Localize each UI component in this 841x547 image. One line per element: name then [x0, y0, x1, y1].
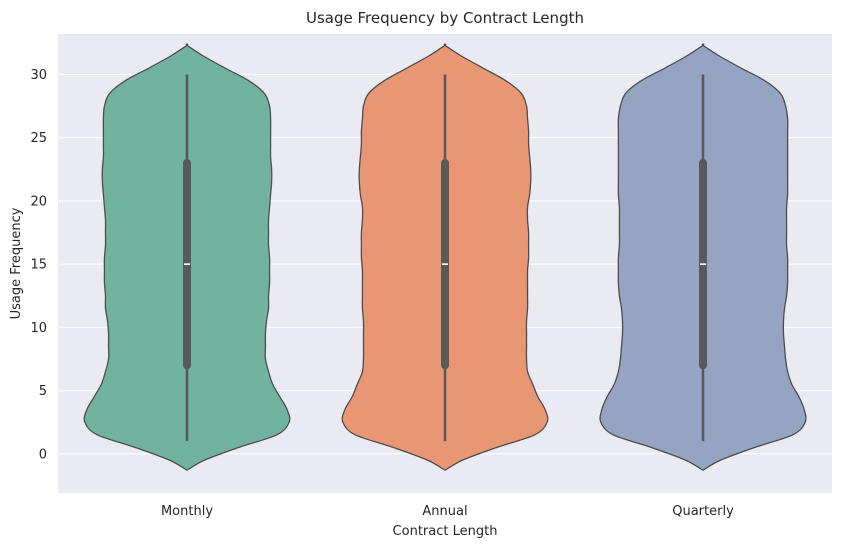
y-tick-label: 5	[39, 384, 47, 399]
y-tick-label: 25	[30, 131, 47, 146]
y-axis-label: Usage Frequency	[9, 207, 24, 319]
x-tick-label-quarterly: Quarterly	[672, 504, 734, 519]
y-tick-labels: 0 5 10 15 20 25 30	[30, 68, 47, 462]
x-tick-label-monthly: Monthly	[161, 504, 213, 519]
y-tick-label: 0	[39, 447, 47, 462]
y-tick-label: 10	[30, 321, 47, 336]
x-tick-labels: Monthly Annual Quarterly	[161, 504, 734, 519]
y-tick-label: 15	[30, 258, 47, 273]
x-axis-label: Contract Length	[393, 524, 498, 539]
x-tick-label-annual: Annual	[422, 504, 467, 519]
y-tick-label: 30	[30, 68, 47, 83]
chart-title: Usage Frequency by Contract Length	[306, 9, 584, 27]
y-tick-label: 20	[30, 194, 47, 209]
violins	[83, 43, 807, 471]
